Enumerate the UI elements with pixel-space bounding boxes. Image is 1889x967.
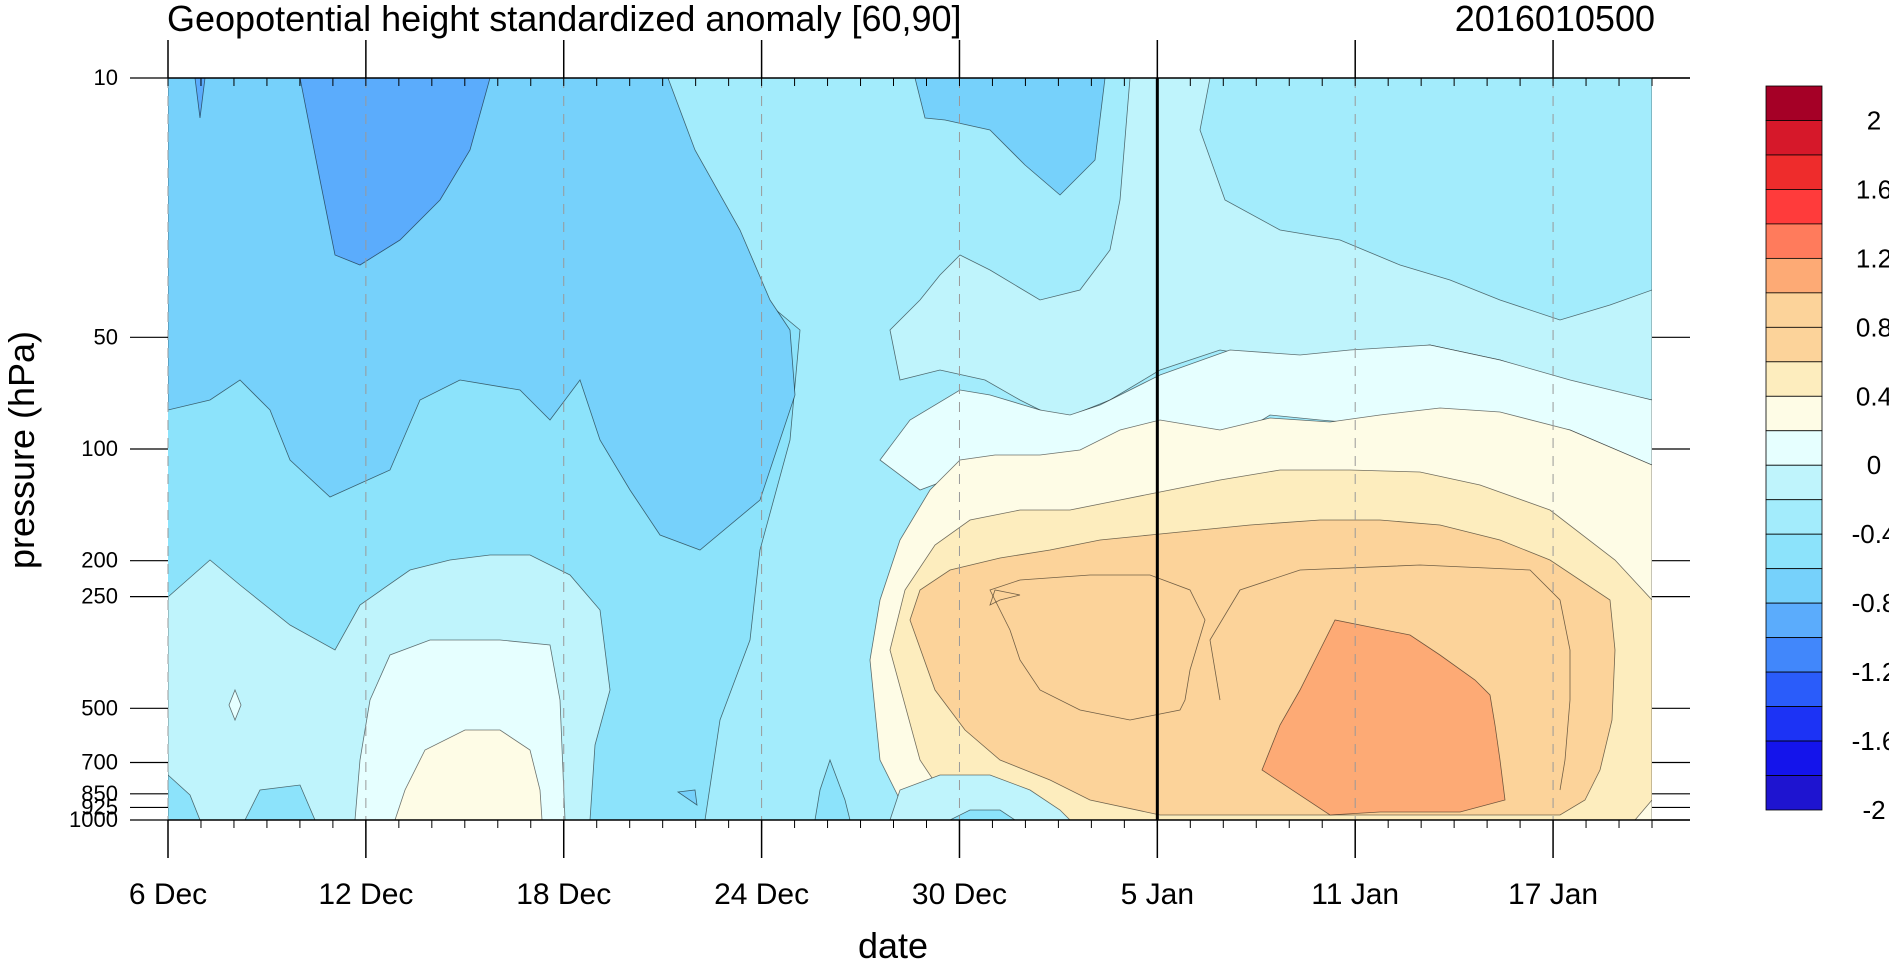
chart-title: Geopotential height standardized anomaly… — [167, 0, 962, 39]
colorbar-swatch — [1765, 602, 1823, 639]
colorbar-swatch — [1765, 154, 1823, 190]
colorbar: 2 1.6 1.2 0.8 0.4 0 -0.4 -0.8 -1.2 -1.6 -2 — [1765, 85, 1889, 825]
colorbar-swatch — [1765, 85, 1823, 121]
contour-fill — [949, 809, 1016, 820]
colorbar-swatch — [1765, 499, 1823, 535]
contour-fill — [814, 758, 851, 820]
y-tick-label: 250 — [81, 584, 118, 609]
colorbar-swatch — [1765, 706, 1823, 742]
colorbar-label: 0.8 — [1856, 312, 1889, 342]
contour-fill — [299, 78, 491, 266]
colorbar-swatch — [1765, 464, 1823, 501]
colorbar-label: -1.2 — [1852, 657, 1889, 687]
colorbar-swatch — [1765, 637, 1823, 673]
colorbar-label: 0.4 — [1856, 381, 1889, 411]
x-tick-label: 5 Jan — [1121, 878, 1194, 911]
contour-fill — [676, 789, 698, 806]
colorbar-swatch — [1765, 257, 1823, 294]
y-tick-label: 925 — [81, 794, 118, 819]
x-tick-label: 12 Dec — [318, 878, 413, 911]
contour-fill — [228, 688, 242, 722]
colorbar-label: 1.6 — [1856, 174, 1889, 204]
x-tick-label: 6 Dec — [129, 878, 207, 911]
x-tick-label: 30 Dec — [912, 878, 1007, 911]
colorbar-swatch — [1765, 223, 1823, 259]
colorbar-swatch — [1765, 671, 1823, 707]
contour-fill — [244, 784, 316, 820]
colorbar-label: 1.2 — [1856, 243, 1889, 273]
colorbar-swatch — [1765, 430, 1823, 466]
colorbar-swatch — [1765, 120, 1823, 156]
x-tick-label: 18 Dec — [516, 878, 611, 911]
x-tick-label: 24 Dec — [714, 878, 809, 911]
colorbar-swatch — [1765, 533, 1823, 570]
colorbar-label: -0.8 — [1852, 588, 1889, 618]
y-tick-label: 500 — [81, 695, 118, 720]
y-tick-label: 100 — [81, 436, 118, 461]
x-axis: 6 Dec 12 Dec 18 Dec 24 Dec 30 Dec 5 Jan 11 Jan… — [129, 40, 1653, 911]
chart-date-label: 2016010500 — [1454, 0, 1655, 39]
contour-fill — [1261, 619, 1506, 816]
plot-frame — [168, 77, 1690, 821]
contour-line — [1209, 564, 1571, 791]
contour-fill — [394, 729, 543, 820]
y-tick-label: 700 — [81, 750, 118, 775]
colorbar-swatch — [1765, 775, 1823, 811]
y-tick-label: 10 — [94, 65, 118, 90]
colorbar-swatch — [1765, 292, 1823, 328]
colorbar-swatch — [1765, 568, 1823, 604]
colorbar-swatch — [1765, 326, 1823, 363]
colorbar-label: 0 — [1867, 450, 1881, 480]
contour-fill — [194, 78, 206, 119]
colorbar-swatch — [1765, 189, 1823, 225]
colorbar-label: -2 — [1862, 795, 1885, 825]
y-tick-label: 50 — [94, 324, 118, 349]
colorbar-swatch — [1765, 395, 1823, 432]
grid-lines — [167, 78, 1554, 820]
colorbar-label: -0.4 — [1852, 519, 1889, 549]
colorbar-label: 2 — [1867, 105, 1881, 135]
y-tick-label: 200 — [81, 548, 118, 573]
y-axis-title: pressure (hPa) — [1, 330, 42, 570]
colorbar-label: -1.6 — [1852, 726, 1889, 756]
contour-fills — [168, 78, 1652, 820]
x-axis-title: date — [857, 925, 929, 966]
colorbar-swatch — [1765, 740, 1823, 776]
contour-fill — [914, 78, 1106, 196]
contour-fill — [889, 774, 1071, 820]
contour-line — [989, 574, 1206, 721]
contour-fill — [168, 774, 201, 820]
x-tick-label: 11 Jan — [1311, 878, 1399, 911]
x-tick-label: 17 Jan — [1508, 878, 1598, 911]
contour-line — [989, 589, 1021, 606]
y-tick-label: 850 — [81, 781, 118, 806]
y-tick-label: 1000 — [69, 807, 118, 832]
colorbar-swatch — [1765, 361, 1823, 397]
